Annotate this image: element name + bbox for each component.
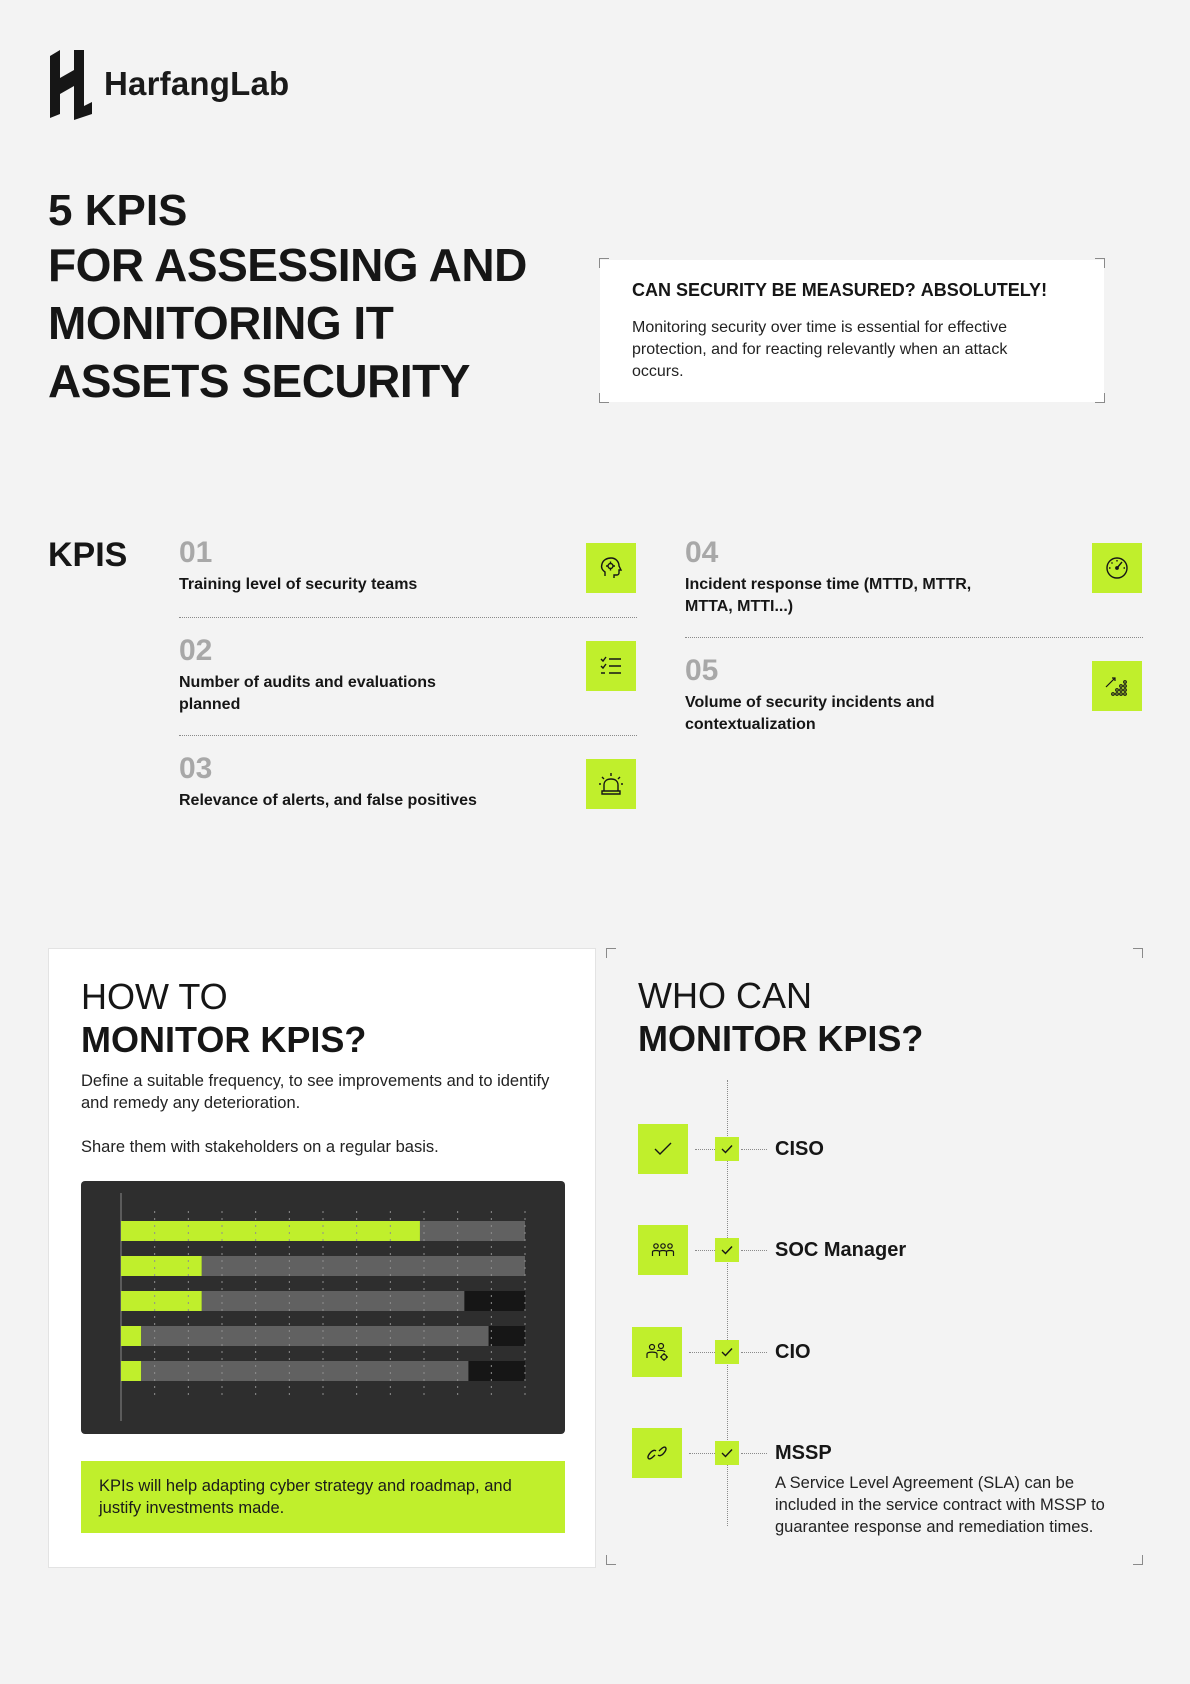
role-soc-manager: SOC Manager — [775, 1239, 907, 1261]
kpi-number: 04 — [685, 536, 719, 569]
measure-question-text: CAN SECURITY BE MEASURED? — [632, 280, 916, 300]
kpi-number: 01 — [179, 536, 213, 569]
title-line-3: MONITORING IT — [48, 297, 394, 349]
chart-bar-segment — [488, 1326, 525, 1346]
chart-bar-segment — [121, 1361, 142, 1381]
kpi-text: Volume of security incidents and context… — [685, 694, 935, 733]
chart-bar-segment — [121, 1326, 142, 1346]
connector — [741, 1352, 767, 1353]
chart-bar-segment — [141, 1361, 469, 1381]
connector — [689, 1352, 715, 1353]
role-cio: CIO — [775, 1341, 811, 1363]
kpi-text: Relevance of alerts, and false positives — [179, 792, 477, 809]
measure-card: CAN SECURITY BE MEASURED? ABSOLUTELY! Mo… — [600, 260, 1104, 402]
connector — [695, 1149, 715, 1150]
how-title-line-1: HOW TO — [81, 976, 228, 1017]
how-paragraph-1: Define a suitable frequency, to see impr… — [81, 1072, 550, 1112]
role-mssp: MSSP — [775, 1442, 832, 1464]
chart-bar-segment — [468, 1361, 525, 1381]
kpi-text: Number of audits and evaluations planned — [179, 674, 436, 713]
measure-answer: ABSOLUTELY! — [920, 280, 1048, 300]
frame-corner — [599, 393, 609, 403]
team-icon — [638, 1225, 688, 1275]
frame-corner — [1133, 1555, 1143, 1565]
chart-bar-segment — [121, 1256, 202, 1276]
chart-bar-segment — [464, 1291, 525, 1311]
kpi-text: Training level of security teams — [179, 576, 418, 593]
connector — [695, 1250, 715, 1251]
kpi-item: 04 Incident response time (MTTD, MTTR, M… — [685, 536, 1005, 618]
kpi-dashboard-chart — [81, 1181, 565, 1434]
kpi-text: Incident response time (MTTD, MTTR, MTTA… — [685, 576, 972, 615]
chart-bar-segment — [201, 1256, 526, 1276]
how-paragraph-2: Share them with stakeholders on a regula… — [81, 1138, 439, 1156]
kpi-item: 03 Relevance of alerts, and false positi… — [179, 752, 539, 812]
who-title-line-2: MONITOR KPIS? — [638, 1018, 924, 1059]
frame-corner — [1095, 258, 1105, 268]
chart-bar-segment — [419, 1221, 525, 1241]
who-title-line-1: WHO CAN — [638, 975, 812, 1016]
frame-corner — [1095, 393, 1105, 403]
chart-bar-segment — [201, 1291, 465, 1311]
brand-name: HarfangLab — [104, 65, 290, 102]
how-card: HOW TO MONITOR KPIS? Define a suitable f… — [48, 948, 596, 1568]
chart-svg — [120, 1193, 526, 1421]
check-icon — [715, 1137, 739, 1161]
divider — [685, 637, 1143, 638]
divider — [179, 735, 637, 736]
connector — [741, 1250, 767, 1251]
frame-corner — [1133, 948, 1143, 958]
how-title-line-2: MONITOR KPIS? — [81, 1019, 367, 1060]
role-mssp-description: A Service Level Agreement (SLA) can be i… — [775, 1474, 1105, 1536]
kpis-heading: KPIS — [48, 536, 128, 574]
checklist-icon — [586, 641, 636, 691]
page-title: 5 KPIS FOR ASSESSING AND MONITORING IT A… — [48, 186, 527, 410]
connector — [741, 1453, 767, 1454]
shield-check-icon — [638, 1124, 688, 1174]
brain-gear-icon — [586, 543, 636, 593]
brand-logo: HarfangLab — [48, 48, 289, 120]
title-line-4: ASSETS SECURITY — [48, 355, 470, 407]
frame-corner — [606, 948, 616, 958]
chart-bar-segment — [121, 1291, 202, 1311]
link-icon — [632, 1428, 682, 1478]
connector — [689, 1453, 715, 1454]
role-ciso: CISO — [775, 1138, 824, 1160]
who-title: WHO CAN MONITOR KPIS? — [638, 974, 923, 1060]
chart-bar-segment — [121, 1221, 420, 1241]
frame-corner — [599, 258, 609, 268]
callout: KPIs will help adapting cyber strategy a… — [81, 1461, 565, 1533]
timeline-line — [727, 1080, 728, 1526]
kpi-item: 01 Training level of security teams — [179, 536, 479, 596]
title-line-2: FOR ASSESSING AND — [48, 239, 527, 291]
alarm-siren-icon — [586, 759, 636, 809]
check-icon — [715, 1340, 739, 1364]
chart-bar-segment — [141, 1326, 489, 1346]
frame-corner — [606, 1555, 616, 1565]
check-icon — [715, 1238, 739, 1262]
title-line-1: 5 KPIS — [48, 186, 188, 235]
kpi-item: 05 Volume of security incidents and cont… — [685, 654, 1005, 736]
trend-dots-icon — [1092, 661, 1142, 711]
kpi-number: 05 — [685, 654, 719, 687]
people-gear-icon — [632, 1327, 682, 1377]
connector — [741, 1149, 767, 1150]
measure-text: Monitoring security over time is essenti… — [632, 319, 1008, 380]
kpi-number: 02 — [179, 634, 213, 667]
measure-question: CAN SECURITY BE MEASURED? ABSOLUTELY! — [632, 280, 1072, 301]
check-icon — [715, 1441, 739, 1465]
divider — [179, 617, 637, 618]
speedometer-icon — [1092, 543, 1142, 593]
how-title: HOW TO MONITOR KPIS? — [81, 975, 366, 1061]
kpi-item: 02 Number of audits and evaluations plan… — [179, 634, 479, 716]
harfanglab-logo-icon — [50, 50, 92, 120]
kpi-number: 03 — [179, 752, 213, 785]
